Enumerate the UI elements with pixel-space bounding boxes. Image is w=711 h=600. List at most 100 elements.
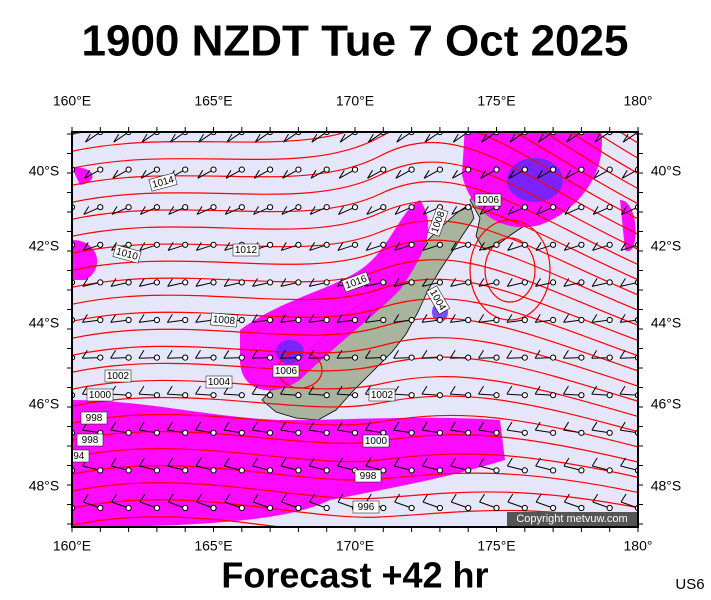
barb-flag [479, 493, 485, 503]
barb-flag [622, 133, 629, 143]
station [606, 316, 613, 324]
barb-flag [195, 421, 202, 431]
station [210, 354, 217, 361]
station [521, 504, 528, 512]
station [436, 467, 443, 474]
station [408, 392, 415, 399]
barb-flag [591, 457, 598, 467]
barb-flag [422, 206, 429, 215]
title: 1900 NZDT Tue 7 Oct 2025 [82, 17, 629, 66]
station [125, 467, 132, 474]
station [323, 392, 330, 399]
barb-flag [195, 242, 202, 251]
barb-flag [534, 349, 541, 359]
station [267, 279, 274, 286]
barb-flag [254, 133, 261, 143]
station [323, 279, 330, 286]
barb-flag [506, 314, 513, 323]
station [606, 241, 613, 248]
barb-flag [365, 421, 371, 431]
barb-flag [196, 206, 203, 215]
barb-flag [55, 458, 60, 466]
station [380, 354, 387, 361]
barb-flag [251, 385, 258, 395]
station [295, 354, 302, 361]
station [267, 204, 274, 211]
barb-flag [111, 242, 117, 251]
isobar-label-group: 994 [68, 449, 90, 463]
station [97, 204, 104, 211]
lat-label: 46°S [651, 396, 682, 412]
barb-flag [365, 493, 372, 503]
barb-flag [281, 206, 288, 215]
station [182, 429, 189, 436]
isobar [72, 413, 638, 448]
barb-flag [619, 314, 626, 323]
station [578, 166, 585, 173]
barb-flag [198, 133, 205, 143]
station [153, 166, 160, 173]
station [465, 354, 472, 361]
station [550, 392, 557, 399]
barb-flag [393, 278, 400, 287]
barb-flag [113, 133, 120, 143]
barb-flag [535, 457, 542, 467]
barb-flag [83, 206, 90, 215]
isobar [72, 259, 638, 326]
barb-flag [619, 349, 626, 359]
station [267, 429, 274, 436]
barb-flag [534, 385, 541, 395]
station [153, 392, 160, 399]
station [578, 204, 585, 211]
station [97, 354, 104, 361]
station [153, 316, 160, 324]
isobar-label-box [341, 271, 371, 293]
barb-flag [421, 385, 428, 395]
isobar-label-box [354, 469, 382, 483]
station [323, 204, 330, 211]
barb-flag [196, 493, 202, 503]
isobar-label-box [425, 285, 451, 315]
barb-flag [620, 278, 626, 287]
isobar [72, 200, 638, 281]
barb-flag [507, 206, 514, 215]
isobar-label: 994 [68, 451, 85, 462]
barb-flag [111, 493, 118, 503]
station [578, 429, 585, 436]
barb-flag [478, 421, 485, 431]
barb-flag [393, 421, 400, 431]
barb-flag [478, 349, 484, 359]
barb-flag [226, 133, 233, 143]
barb-flag [251, 314, 258, 323]
station [465, 204, 472, 211]
station [606, 467, 613, 474]
station [380, 467, 387, 474]
station [351, 429, 359, 436]
barb-flag [619, 421, 626, 431]
station [210, 467, 217, 474]
station [408, 241, 415, 248]
station [578, 279, 585, 286]
lat-label: 48°S [29, 478, 60, 494]
isobar-label: 1012 [235, 245, 258, 256]
barb-flag [138, 314, 145, 323]
barb-flag [478, 242, 485, 251]
barb-flag [564, 206, 571, 215]
isobar-label-box [272, 364, 300, 378]
station [125, 429, 132, 436]
barb-flag [168, 206, 175, 215]
station [351, 241, 359, 248]
station [97, 241, 104, 248]
station [351, 316, 359, 324]
station [238, 467, 245, 474]
isobar-label-box [86, 388, 114, 402]
station [295, 392, 302, 399]
station [267, 316, 274, 324]
isobar-label-group: 998 [80, 411, 108, 425]
station [125, 316, 132, 324]
station [323, 166, 330, 173]
station [521, 279, 528, 286]
barb-flag [594, 133, 601, 143]
isobar-label-group: 1004 [205, 375, 233, 389]
